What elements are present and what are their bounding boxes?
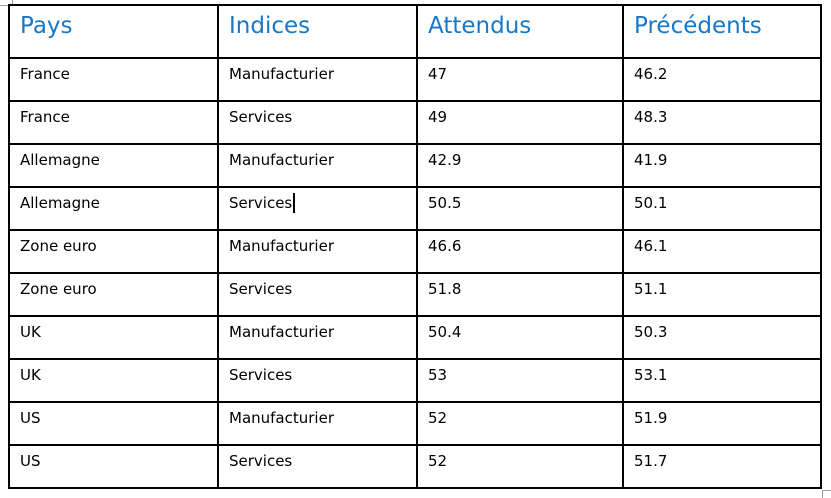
cell[interactable]: 50.5 [416,186,624,231]
cell[interactable]: France [8,57,219,102]
cell[interactable]: 46.1 [622,229,822,274]
cell[interactable]: Zone euro [8,229,219,274]
header-cell-attendus[interactable]: Attendus [416,4,624,59]
header-row: Pays Indices Attendus Précédents [8,4,822,59]
cell[interactable]: 51.8 [416,272,624,317]
cell[interactable]: Allemagne [8,143,219,188]
cell[interactable]: 41.9 [622,143,822,188]
cell[interactable]: 52 [416,401,624,446]
table-row: US Services 52 51.7 [8,444,822,489]
cell[interactable]: 42.9 [416,143,624,188]
cell[interactable]: Manufacturier [217,229,418,274]
cell[interactable]: US [8,444,219,489]
text-cursor [293,193,295,213]
data-table: Pays Indices Attendus Précédents France … [8,4,822,489]
table-move-handle-icon[interactable] [0,0,13,6]
cell[interactable]: 50.4 [416,315,624,360]
cell[interactable]: 53 [416,358,624,403]
cell[interactable]: 53.1 [622,358,822,403]
header-cell-precedents[interactable]: Précédents [622,4,822,59]
cell[interactable]: France [8,100,219,145]
table-row: UK Services 53 53.1 [8,358,822,403]
table-resize-handle[interactable] [822,490,831,498]
table-row: US Manufacturier 52 51.9 [8,401,822,446]
cell[interactable]: 51.1 [622,272,822,317]
cell[interactable]: Manufacturier [217,143,418,188]
table-row: UK Manufacturier 50.4 50.3 [8,315,822,360]
cell[interactable]: Manufacturier [217,401,418,446]
cell[interactable]: Zone euro [8,272,219,317]
cell[interactable]: Services [217,358,418,403]
cell[interactable]: 50.3 [622,315,822,360]
cell-text: Services [229,194,293,212]
cell[interactable]: UK [8,358,219,403]
table-row: Allemagne Services 50.5 50.1 [8,186,822,231]
cell[interactable]: US [8,401,219,446]
cell[interactable]: 50.1 [622,186,822,231]
cell[interactable]: 52 [416,444,624,489]
table-row: Zone euro Services 51.8 51.1 [8,272,822,317]
cell[interactable]: Services [217,444,418,489]
table-row: France Services 49 48.3 [8,100,822,145]
cell[interactable]: Manufacturier [217,315,418,360]
cell[interactable]: Services [217,100,418,145]
table-row: Allemagne Manufacturier 42.9 41.9 [8,143,822,188]
cell[interactable]: 46.2 [622,57,822,102]
cell[interactable]: 49 [416,100,624,145]
cell-with-cursor[interactable]: Services [217,186,418,231]
header-cell-pays[interactable]: Pays [8,4,219,59]
cell[interactable]: 51.7 [622,444,822,489]
cell[interactable]: 48.3 [622,100,822,145]
cell[interactable]: Allemagne [8,186,219,231]
cell[interactable]: 51.9 [622,401,822,446]
cell[interactable]: 46.6 [416,229,624,274]
cell[interactable]: UK [8,315,219,360]
header-cell-indices[interactable]: Indices [217,4,418,59]
table-row: Zone euro Manufacturier 46.6 46.1 [8,229,822,274]
table-row: France Manufacturier 47 46.2 [8,57,822,102]
cell[interactable]: Manufacturier [217,57,418,102]
cell[interactable]: 47 [416,57,624,102]
cell[interactable]: Services [217,272,418,317]
